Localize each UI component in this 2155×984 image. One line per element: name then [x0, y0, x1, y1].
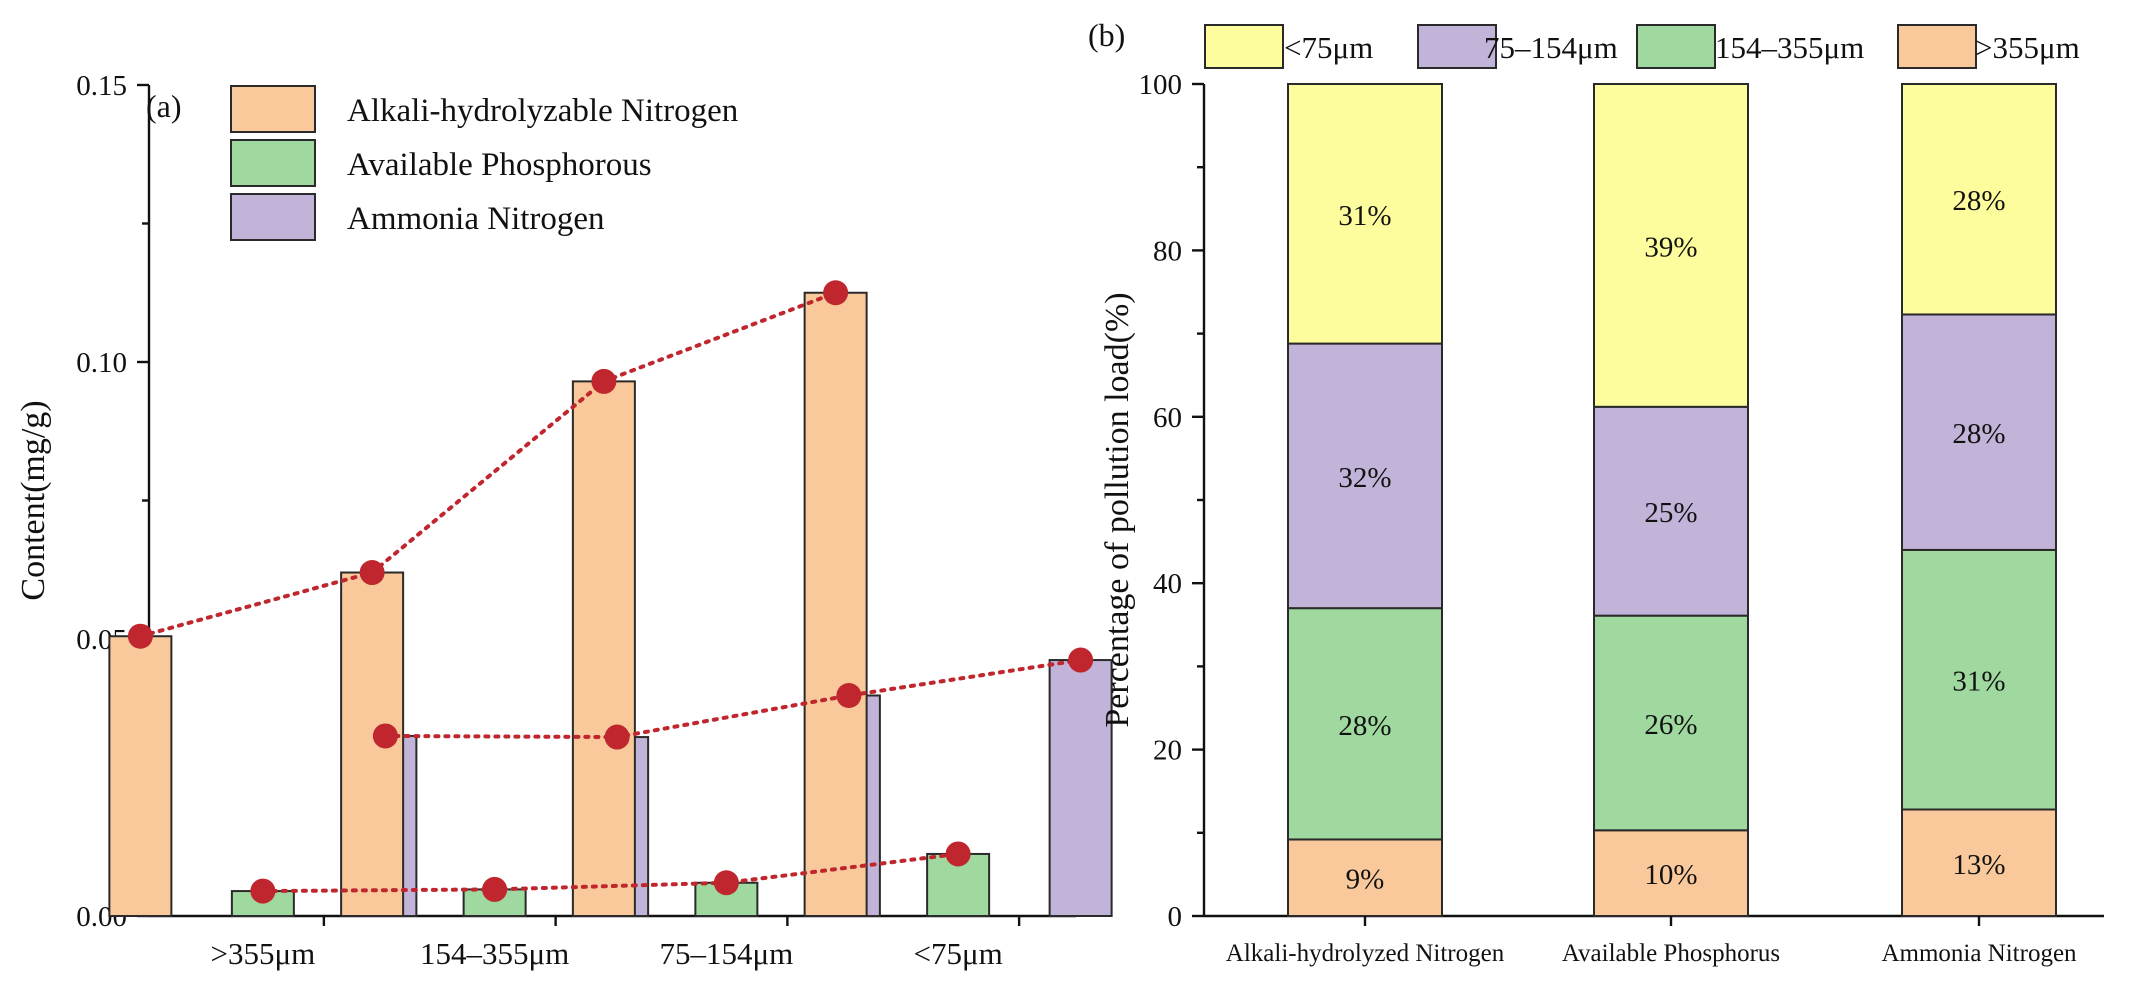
y-tick-label: 80 [1153, 235, 1182, 267]
trend-point-alkali-hydrolyzable-nitrogen-154-355-m [359, 560, 385, 586]
x-tick-label: >355μm [211, 936, 316, 971]
trend-line-available-phosphorous [260, 851, 961, 894]
bar-ammonia-nitrogen-75-m [1048, 659, 1113, 917]
stack-75-m-alkali-hydrolyzed-nitrogen [1287, 83, 1443, 345]
panel-label: (a) [146, 88, 182, 124]
x-tick-label: Alkali-hydrolyzed Nitrogen [1226, 940, 1505, 967]
x-tick-label: <75μm [914, 936, 1003, 971]
data-label: 31% [1338, 200, 1391, 232]
legend-label-75-154-m: 75–154μm [1484, 30, 1618, 65]
stack-75-m-available-phosphorus [1593, 83, 1749, 408]
data-label: 28% [1952, 185, 2005, 217]
y-tick-label: 40 [1153, 568, 1182, 600]
data-label: 39% [1644, 231, 1697, 263]
y-axis-title: Content(mg/g) [15, 400, 52, 600]
trend-point-ammonia-nitrogen-355-m [372, 723, 398, 749]
data-label: 25% [1644, 497, 1697, 529]
y-tick-label: 0.10 [76, 347, 127, 379]
panel-b-chart: 0 20 40 60 80 100 Percentage of pollution load… [1088, 17, 2104, 967]
data-label: 13% [1952, 849, 2005, 881]
trend-point-alkali-hydrolyzable-nitrogen-75-m [823, 280, 849, 306]
trend-point-ammonia-nitrogen-154-355-m [604, 724, 630, 750]
x-tick-label: 154–355μm [420, 936, 569, 971]
legend-swatch-alkali-hydrolyzable-nitrogen [230, 85, 316, 133]
stack-154-355-m-available-phosphorus [1593, 614, 1749, 832]
legend-swatch-available-phosphorous [230, 139, 316, 187]
data-label: 10% [1644, 859, 1697, 891]
stack-75-m-ammonia-nitrogen [1901, 83, 2057, 316]
stack-154-355-m-ammonia-nitrogen [1901, 548, 2057, 811]
data-label: 28% [1952, 418, 2005, 450]
legend-label-available-phosphorous: Available Phosphorous [347, 147, 652, 183]
data-label: 9% [1346, 864, 1385, 896]
legend-swatch-75-m [1204, 24, 1284, 69]
bar-alkali-hydrolyzable-nitrogen-355-m [108, 635, 173, 917]
trend-point-available-phosphorous-75-m [945, 841, 971, 867]
data-label: 26% [1644, 709, 1697, 741]
y-tick-label: 60 [1153, 402, 1182, 434]
stack-154-355-m-alkali-hydrolyzed-nitrogen [1287, 607, 1443, 841]
y-axis-title: Percentage of pollution load(%) [1099, 292, 1136, 727]
stack-355-m-ammonia-nitrogen [1901, 808, 2057, 918]
stack-75-154-m-ammonia-nitrogen [1901, 313, 2057, 551]
data-label: 32% [1338, 462, 1391, 494]
trend-point-available-phosphorous-154-355-m [482, 876, 508, 902]
bar-alkali-hydrolyzable-nitrogen-75-m [803, 291, 868, 917]
data-label: 28% [1338, 710, 1391, 742]
x-tick-label: 75–154μm [660, 936, 794, 971]
stack-75-154-m-available-phosphorus [1593, 405, 1749, 617]
trend-line-alkali-hydrolyzable-nitrogen [138, 290, 838, 639]
stack-355-m-alkali-hydrolyzed-nitrogen [1287, 838, 1443, 917]
trend-point-available-phosphorous-355-m [250, 878, 276, 904]
legend-label-154-355-m: 154–355μm [1715, 30, 1864, 65]
legend-label-75-m: <75μm [1284, 30, 1373, 65]
y-tick-label: 100 [1139, 69, 1183, 101]
data-label: 31% [1952, 666, 2005, 698]
legend-swatch-ammonia-nitrogen [230, 193, 316, 241]
legend-label-ammonia-nitrogen: Ammonia Nitrogen [347, 201, 605, 237]
trend-point-alkali-hydrolyzable-nitrogen-355-m [127, 623, 153, 649]
trend-point-available-phosphorous-75-154-m [713, 870, 739, 896]
y-tick-label: 20 [1153, 735, 1182, 767]
x-tick-label: Ammonia Nitrogen [1881, 940, 2077, 967]
legend-swatch-75-154-m [1417, 24, 1497, 69]
legend-swatch-154-355-m [1636, 24, 1716, 69]
y-tick-label: 0.15 [76, 70, 127, 102]
trend-point-ammonia-nitrogen-75-154-m [836, 683, 862, 709]
stack-75-154-m-alkali-hydrolyzed-nitrogen [1287, 342, 1443, 610]
legend-label-alkali-hydrolyzable-nitrogen: Alkali-hydrolyzable Nitrogen [347, 93, 738, 129]
trend-point-ammonia-nitrogen-75-m [1068, 647, 1094, 673]
trend-line-ammonia-nitrogen [383, 658, 1083, 740]
bar-alkali-hydrolyzable-nitrogen-75-154-m [571, 380, 636, 917]
x-tick-label: Available Phosphorus [1562, 940, 1780, 967]
legend-swatch-355-m [1897, 24, 1977, 69]
trend-point-alkali-hydrolyzable-nitrogen-75-154-m [591, 368, 617, 394]
panel-label: (b) [1088, 17, 1125, 53]
legend-label-355-m: >355μm [1975, 30, 2080, 65]
y-tick-label: 0 [1168, 901, 1183, 933]
